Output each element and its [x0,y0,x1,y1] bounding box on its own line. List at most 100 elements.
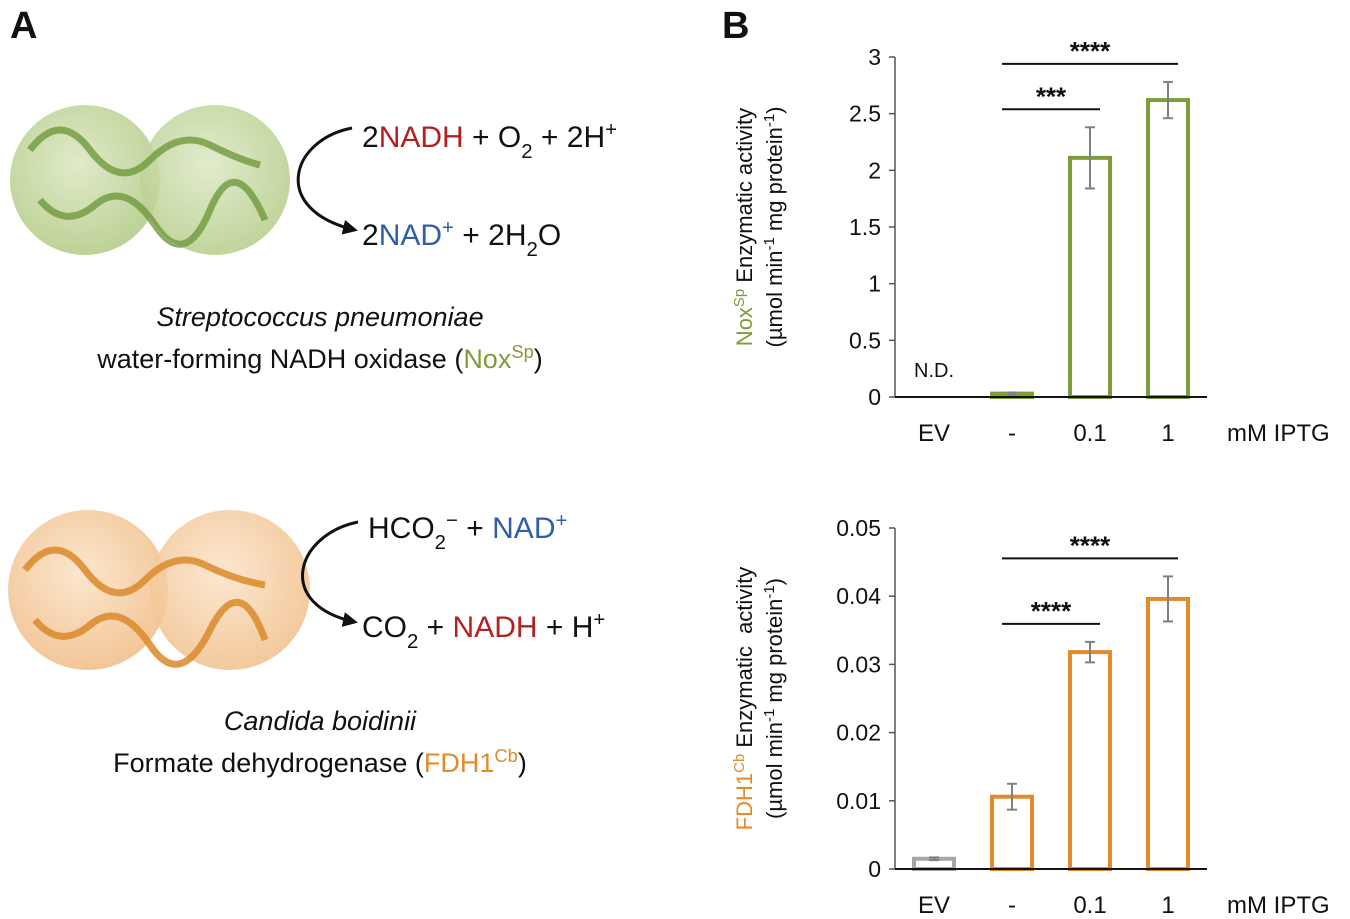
error-bar [1085,126,1095,190]
text-run: 2 [527,239,538,261]
y-tick-label: 0.04 [836,583,881,609]
text-run: Cb [731,754,748,773]
text-run: 2 [435,532,446,554]
organism-name: Candida boidinii [224,706,417,736]
text-run: + [442,217,454,239]
text-run: -1 [761,237,778,250]
text-run: Enzymatic activity [732,108,757,289]
x-tick-label: - [1008,420,1016,447]
error-bar [1007,782,1017,811]
text-run: O [538,219,561,252]
reaction-equation: 2NADH + O2 + 2H+ [362,119,617,163]
text-run: ) [534,344,543,374]
x-tick-label: EV [918,892,950,919]
text-run: NAD [492,512,555,545]
text-run: 2 [521,141,532,163]
text-run: mg protein [762,599,787,709]
y-tick-label: 0.03 [836,651,881,677]
error-bar [1007,391,1017,396]
text-run: ) [762,578,787,585]
y-tick-label: 0.01 [836,788,881,814]
y-tick-label: 0.5 [849,327,881,353]
text-run: mg protein [762,127,787,237]
text-run: (µmol min [762,722,787,819]
protein-structure-fdh [8,510,310,670]
error-bar [1085,640,1095,664]
text-run: Sp [731,289,748,307]
error-bar [929,856,939,862]
text-run: (µmol min [762,250,787,347]
y-axis-title: FDH1Cb Enzymatic activity [731,567,758,831]
y-tick-label: 2.5 [849,101,881,127]
error-bar [1163,80,1173,120]
significance-label: *** [1036,81,1067,111]
organism-name: Streptococcus pneumoniae [156,302,483,332]
y-tick-label: 1.5 [849,214,881,240]
text-run: + [605,119,617,141]
x-tick-label: 0.1 [1073,892,1106,919]
reaction-equation: CO2 + NADH + H+ [362,609,605,653]
bar [1146,98,1190,399]
x-tick-label: 0.1 [1073,420,1106,447]
text-run: NAD [379,219,442,252]
text-run: -1 [761,585,778,598]
text-run: 2 [362,219,379,252]
text-run: FDH1 [732,773,757,830]
text-run: CO [362,611,407,644]
x-axis-title: mM IPTG [1227,892,1330,919]
x-axis-title: mM IPTG [1227,420,1330,447]
y-tick-label: 0 [868,856,881,882]
y-tick-label: 0.05 [836,515,881,541]
text-run: ) [518,748,527,778]
text-run: HCO [368,512,435,545]
annotation: N.D. [914,360,954,382]
text-run: 2 [407,631,418,653]
reaction-equation: HCO2− + NAD+ [368,510,567,554]
reaction-equation: 2NAD+ + 2H2O [362,217,561,261]
panel-label: A [10,5,37,47]
text-run: Sp [511,341,533,362]
text-run: + 2H [533,121,606,154]
text-run: -1 [761,114,778,127]
bar [1068,650,1112,872]
text-run: water-forming NADH oxidase ( [96,344,463,374]
panel-label: B [722,5,749,47]
y-tick-label: 0.02 [836,720,881,746]
x-tick-label: 1 [1161,892,1174,919]
text-run: + H [538,611,594,644]
y-axis-title: (µmol min-1 mg protein-1) [761,107,788,348]
reaction-arrow [301,520,359,627]
x-tick-label: 1 [1161,420,1174,447]
enzyme-name: water-forming NADH oxidase (NoxSp) [96,341,543,375]
y-tick-label: 1 [868,271,881,297]
text-run: + [593,609,605,631]
error-bar [1163,575,1173,623]
x-tick-label: EV [918,420,950,447]
protein-structure-nox [10,105,290,255]
significance-label: **** [1070,530,1111,560]
y-tick-label: 2 [868,157,881,183]
text-run: + 2H [454,219,527,252]
significance-label: **** [1070,36,1111,66]
text-run: Nox [463,344,512,374]
y-axis-title: NoxSp Enzymatic activity [731,108,758,346]
y-tick-label: 0 [868,384,881,410]
y-axis-title: (µmol min-1 mg protein-1) [761,578,788,819]
text-run: + [418,611,452,644]
text-run: − [446,510,458,532]
text-run: Nox [732,307,757,346]
x-tick-label: - [1008,892,1016,919]
text-run: Cb [494,745,517,766]
text-run: + O [464,121,522,154]
text-run: + [555,510,567,532]
reaction-arrow [296,126,358,235]
y-tick-label: 3 [868,44,881,70]
text-run: Enzymatic activity [732,567,757,754]
text-run: NADH [379,121,464,154]
text-run: NADH [453,611,538,644]
text-run: FDH1 [424,748,495,778]
text-run: + [458,512,492,545]
text-run: -1 [761,709,778,722]
text-run: Formate dehydrogenase ( [113,748,424,778]
